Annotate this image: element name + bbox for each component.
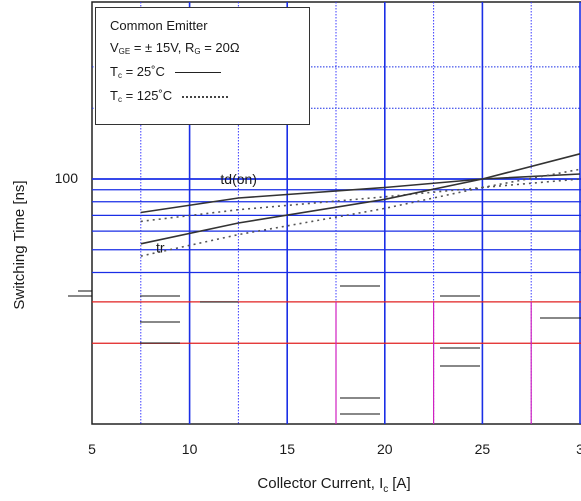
- legend-vge-sub: GE: [118, 47, 131, 56]
- annotations: td(on) tr: [156, 171, 257, 255]
- x-tick-label: 10: [182, 441, 198, 457]
- y-axis-label: Switching Time [ns]: [11, 180, 28, 309]
- legend-rg-value: = 20Ω: [200, 40, 240, 55]
- x-axis-label: Collector Current, Ic [A]: [257, 475, 410, 495]
- series-line-tr-dotted: [140, 168, 581, 257]
- x-tick-label: 25: [475, 441, 491, 457]
- legend-tc-symbol: T: [110, 64, 118, 79]
- series-line-tr-solid: [140, 153, 581, 245]
- legend-dotted-label: = 125˚C: [121, 88, 173, 103]
- y-tick-label: 100: [55, 170, 79, 186]
- legend-solid-label: = 25˚C: [121, 64, 165, 79]
- annotation-tdon: td(on): [220, 171, 257, 187]
- legend-title: Common Emitter: [110, 18, 208, 33]
- legend-box: Common Emitter VGE = ± 15V, RG = 20Ω Tc …: [95, 7, 310, 125]
- legend-entry-dotted: Tc = 125˚C: [110, 88, 229, 104]
- x-axis-label-main: Collector Current, I: [257, 475, 383, 492]
- legend-entry-solid: Tc = 25˚C: [110, 64, 221, 80]
- x-tick-label: 5: [88, 441, 96, 457]
- x-tick-label: 3: [576, 441, 581, 457]
- plot-frame: [91, 1, 581, 425]
- legend-tc-symbol-2: T: [110, 88, 118, 103]
- x-axis-label-sub: c: [383, 484, 388, 495]
- x-tick-label: 20: [377, 441, 393, 457]
- legend-conditions: VGE = ± 15V, RG = 20Ω: [110, 40, 240, 56]
- tick-labels: 5 10 15 20 25 3 100: [55, 170, 581, 457]
- legend-solid-line-sample: [174, 72, 221, 74]
- legend-tc-sub: c: [117, 71, 122, 80]
- x-axis-label-unit: [A]: [392, 475, 410, 492]
- x-tick-label: 15: [279, 441, 295, 457]
- legend-tc-sub-2: c: [117, 95, 122, 104]
- annotation-tr: tr: [156, 239, 165, 255]
- series-layer: [140, 153, 581, 257]
- legend-dotted-line-sample: [182, 95, 229, 98]
- legend-rg-sub: G: [194, 47, 201, 56]
- series-line-tdon-solid: [140, 173, 581, 214]
- legend-vge-symbol: V: [110, 40, 119, 55]
- legend-vge-value: = ± 15V, R: [130, 40, 195, 55]
